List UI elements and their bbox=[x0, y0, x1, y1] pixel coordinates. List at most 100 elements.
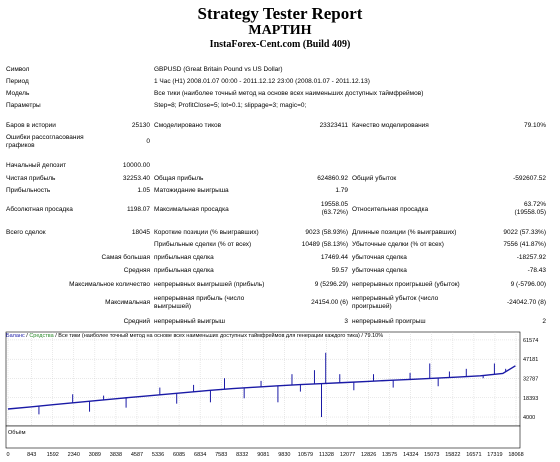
x-tick-label: 2340 bbox=[68, 452, 80, 458]
y-tick-label: 18393 bbox=[523, 396, 538, 402]
volume-label: Объём bbox=[8, 430, 26, 436]
deposit-value: 10000.00 bbox=[122, 162, 150, 169]
bars-label: Баров в истории bbox=[6, 122, 56, 129]
long-positions-value: 9022 (57.33%) bbox=[503, 229, 546, 236]
volume-panel bbox=[5, 425, 521, 449]
maximal-loss-value: -24042.70 (8) bbox=[506, 299, 546, 306]
x-tick-label: 11328 bbox=[319, 452, 334, 458]
errors-label: Ошибки рассогласования графиков bbox=[6, 134, 84, 149]
average-profit-label: прибыльная сделка bbox=[154, 267, 214, 274]
x-tick-label: 17319 bbox=[487, 452, 502, 458]
x-tick-label: 12826 bbox=[361, 452, 376, 458]
model-value: Все тики (наиболее точный метод на основ… bbox=[154, 90, 424, 97]
ticks-value: 23323411 bbox=[319, 122, 348, 129]
quality-label: Качество моделирования bbox=[352, 122, 429, 129]
largest-profit-value: 17469.44 bbox=[320, 254, 348, 261]
average-consecutive-wins-value: 3 bbox=[344, 318, 348, 325]
legend-balance: Баланс bbox=[6, 333, 25, 339]
legend-rest: / Все тики (наиболее точный метод на осн… bbox=[54, 332, 383, 339]
y-axis-labels: 61574 47181 32787 18393 4000 bbox=[523, 338, 538, 421]
symbol-label: Символ bbox=[6, 66, 30, 73]
x-axis-labels: 0 843 1592 2340 3089 3838 4587 5336 6085 6834 7583… bbox=[6, 452, 523, 458]
absolute-drawdown-value: 1198.07 bbox=[126, 206, 150, 213]
average-consecutive-label: Средний bbox=[123, 318, 150, 325]
parameters-value: Step=8; ProfitClose=5; lot=0.1; slippage… bbox=[154, 102, 307, 109]
absolute-drawdown-label: Абсолютная просадка bbox=[6, 206, 73, 213]
symbol-value: GBPUSD (Great Britain Pound vs US Dollar… bbox=[154, 66, 283, 73]
net-profit-label: Чистая прибыль bbox=[6, 175, 56, 182]
expected-payoff-value: 1.79 bbox=[335, 187, 348, 194]
maximal-loss-label: непрерывный убыток (число проигрышей) bbox=[352, 295, 439, 310]
short-positions-label: Короткие позиции (% выигравших) bbox=[154, 229, 259, 236]
x-tick-label: 12077 bbox=[340, 452, 355, 458]
total-trades-label: Всего сделок bbox=[6, 229, 46, 236]
net-profit-value: 32253.40 bbox=[122, 175, 150, 182]
long-positions-label: Длинные позиции (% выигравших) bbox=[352, 229, 457, 236]
x-tick-label: 15822 bbox=[445, 452, 460, 458]
gross-loss-label: Общий убыток bbox=[352, 175, 397, 182]
x-tick-label: 9830 bbox=[278, 452, 290, 458]
x-tick-label: 6834 bbox=[194, 452, 206, 458]
bars-value: 25130 bbox=[131, 122, 150, 129]
x-tick-label: 9081 bbox=[257, 452, 269, 458]
max-drawdown-label: Максимальная просадка bbox=[154, 206, 229, 213]
maximum-count-label: Максимальное количество bbox=[69, 281, 150, 288]
y-tick-label: 4000 bbox=[523, 415, 535, 421]
largest-loss-value: -18257.92 bbox=[516, 254, 546, 261]
chart-legend: Баланс / Средства / Все тики (наиболее т… bbox=[6, 332, 383, 339]
report-subtitle: МАРТИН bbox=[248, 23, 312, 38]
x-tick-label: 3089 bbox=[89, 452, 101, 458]
average-loss-value: -78.43 bbox=[527, 267, 546, 274]
loss-trades-label: Убыточные сделки (% от всех) bbox=[352, 241, 444, 248]
model-label: Модель bbox=[6, 90, 30, 97]
chart-spikes bbox=[38, 352, 507, 418]
quality-value: 79.10% bbox=[523, 122, 546, 129]
profit-factor-value: 1.05 bbox=[137, 187, 150, 194]
total-trades-value: 18045 bbox=[131, 229, 150, 236]
average-consecutive-losses-value: 2 bbox=[542, 318, 546, 325]
average-consecutive-losses-label: непрерывный проигрыш bbox=[352, 318, 426, 325]
gross-profit-value: 624860.92 bbox=[317, 175, 348, 182]
average-label: Средняя bbox=[123, 267, 150, 274]
balance-line bbox=[7, 365, 516, 410]
deposit-label: Начальный депозит bbox=[6, 162, 67, 169]
x-tick-label: 16571 bbox=[466, 452, 481, 458]
maximal-label: Максимальная bbox=[105, 299, 150, 306]
x-tick-label: 14324 bbox=[403, 452, 418, 458]
short-positions-value: 9023 (58.93%) bbox=[305, 229, 348, 236]
x-tick-label: 8332 bbox=[236, 452, 248, 458]
largest-loss-label: убыточная сделка bbox=[352, 254, 407, 261]
x-tick-label: 843 bbox=[27, 452, 36, 458]
relative-drawdown-percent: 63.72% bbox=[523, 201, 546, 208]
maximal-profit-label: непрерывная прибыль (число выигрышей) bbox=[154, 295, 245, 310]
x-tick-label: 18068 bbox=[508, 452, 523, 458]
report-title: Strategy Tester Report bbox=[197, 4, 363, 23]
x-tick-label: 6085 bbox=[173, 452, 185, 458]
x-tick-label: 13575 bbox=[382, 452, 397, 458]
x-tick-label: 5336 bbox=[152, 452, 164, 458]
relative-drawdown-label: Относительная просадка bbox=[352, 206, 429, 213]
largest-profit-label: прибыльная сделка bbox=[154, 254, 214, 261]
parameters-label: Параметры bbox=[6, 102, 41, 109]
max-consecutive-losses-value: 9 (-5796.00) bbox=[510, 281, 546, 288]
balance-chart: 61574 47181 32787 18393 4000 0 843 1592 2340 308… bbox=[4, 330, 556, 462]
max-consecutive-wins-value: 9 (5296.29) bbox=[314, 281, 348, 288]
max-consecutive-losses-label: непрерывных проигрышей (убыток) bbox=[352, 281, 460, 288]
period-value: 1 Час (H1) 2008.01.07 00:00 - 2011.12.12… bbox=[154, 78, 370, 85]
maximal-profit-value: 24154.00 (6) bbox=[311, 299, 348, 306]
average-consecutive-wins-label: непрерывный выигрыш bbox=[154, 318, 226, 325]
errors-value: 0 bbox=[146, 138, 150, 145]
period-label: Период bbox=[6, 78, 29, 85]
relative-drawdown-value: (19558.05) bbox=[514, 209, 546, 216]
profit-trades-value: 10489 (58.13%) bbox=[301, 241, 348, 248]
x-tick-label: 7583 bbox=[215, 452, 227, 458]
expected-payoff-label: Матожидание выигрыша bbox=[154, 187, 229, 194]
x-tick-label: 1592 bbox=[47, 452, 59, 458]
y-tick-label: 32787 bbox=[523, 376, 538, 382]
gross-profit-label: Общая прибыль bbox=[154, 175, 204, 182]
max-drawdown-value: 19558.05 bbox=[320, 201, 348, 208]
x-tick-label: 0 bbox=[6, 452, 9, 458]
ticks-label: Смоделировано тиков bbox=[154, 122, 222, 129]
max-drawdown-percent: (63.72%) bbox=[321, 209, 348, 216]
y-tick-label: 47181 bbox=[523, 357, 538, 363]
